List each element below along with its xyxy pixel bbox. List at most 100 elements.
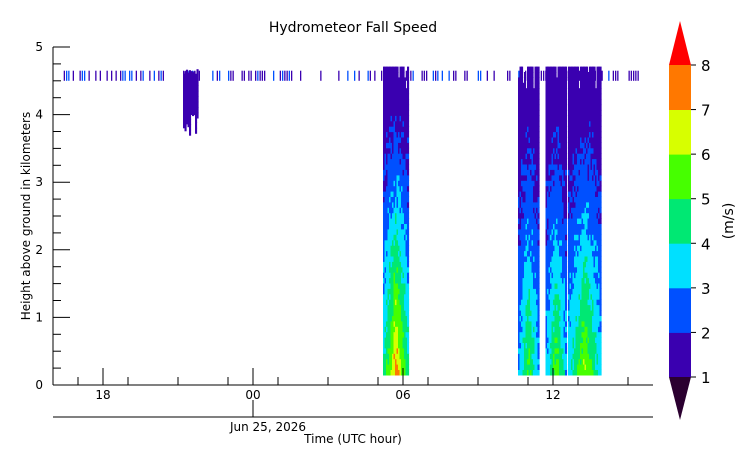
echo-cell xyxy=(551,266,554,273)
echo-cell xyxy=(387,310,390,316)
echo-cell xyxy=(554,120,557,127)
echo-cell xyxy=(398,310,401,316)
echo-cell xyxy=(525,191,528,197)
echo-cell xyxy=(553,255,556,262)
echo-cell xyxy=(518,347,521,354)
echo-cell xyxy=(587,353,590,360)
echo-cell xyxy=(399,218,402,224)
echo-cell xyxy=(596,191,599,197)
echo-cell xyxy=(598,180,601,187)
echo-cell xyxy=(574,185,577,192)
echo-cell xyxy=(548,115,551,122)
echo-cell xyxy=(401,82,404,89)
echo-cell xyxy=(581,326,584,333)
echo-cell xyxy=(525,104,528,111)
echo-cell xyxy=(537,261,540,268)
echo-cell xyxy=(589,369,592,376)
echo-cell xyxy=(587,266,590,273)
echo-cell xyxy=(557,288,560,295)
echo-cell xyxy=(525,337,528,343)
echo-cell xyxy=(593,245,596,252)
echo-cell xyxy=(521,109,524,116)
echo-cell xyxy=(598,142,601,149)
echo-cell xyxy=(548,120,551,127)
echo-cell xyxy=(580,142,583,149)
echo-cell xyxy=(593,277,596,284)
echo-cell xyxy=(519,88,522,95)
band-cell xyxy=(410,70,412,81)
echo-cell xyxy=(578,342,581,349)
echo-cell xyxy=(399,250,402,257)
echo-cell xyxy=(387,326,390,333)
echo-cell xyxy=(524,72,527,78)
echo-cell xyxy=(537,131,540,138)
echo-cell xyxy=(390,66,393,73)
echo-cell xyxy=(583,255,586,262)
echo-cell xyxy=(519,234,522,241)
echo-cell xyxy=(598,310,601,316)
echo-cell xyxy=(527,364,530,370)
echo-cell xyxy=(186,102,189,109)
echo-cell xyxy=(393,272,396,279)
echo-cell xyxy=(518,326,521,333)
echo-cell xyxy=(560,153,563,160)
echo-cell xyxy=(548,77,551,84)
echo-cell xyxy=(550,234,553,241)
echo-cell xyxy=(407,201,410,208)
echo-cell xyxy=(563,142,566,149)
echo-cell xyxy=(402,153,405,160)
echo-cell xyxy=(551,196,554,203)
echo-cell xyxy=(577,353,580,360)
echo-cell xyxy=(575,347,578,354)
echo-cell xyxy=(572,82,575,89)
echo-cell xyxy=(519,282,522,289)
echo-cell xyxy=(519,158,522,165)
echo-cell xyxy=(389,169,392,176)
echo-cell xyxy=(518,315,521,322)
echo-cell xyxy=(531,288,534,295)
echo-cell xyxy=(524,310,527,316)
echo-cell xyxy=(580,255,583,262)
echo-cell xyxy=(396,109,399,116)
echo-cell xyxy=(556,207,559,214)
echo-cell xyxy=(569,82,572,89)
echo-cell xyxy=(569,207,572,214)
echo-cell xyxy=(383,104,386,111)
band-cell xyxy=(480,70,482,81)
echo-cell xyxy=(387,347,390,354)
echo-cell xyxy=(518,180,521,187)
echo-cell xyxy=(592,304,595,311)
echo-cell xyxy=(386,315,389,322)
echo-cell xyxy=(528,288,531,295)
echo-cell xyxy=(586,358,589,365)
echo-cell xyxy=(195,84,198,91)
echo-cell xyxy=(590,142,593,149)
echo-cell xyxy=(387,288,390,295)
echo-cell xyxy=(557,174,560,181)
echo-cell xyxy=(531,293,534,300)
echo-cell xyxy=(404,331,407,338)
echo-cell xyxy=(572,315,575,322)
echo-cell xyxy=(525,364,528,370)
echo-cell xyxy=(592,342,595,349)
echo-cell xyxy=(590,261,593,268)
echo-cell xyxy=(389,191,392,197)
echo-cell xyxy=(390,250,393,257)
echo-cell xyxy=(530,293,533,300)
echo-cell xyxy=(528,272,531,279)
echo-cell xyxy=(556,180,559,187)
echo-cell xyxy=(571,180,574,187)
echo-cell xyxy=(587,310,590,316)
band-cell xyxy=(84,70,86,81)
echo-cell xyxy=(565,337,568,343)
echo-cell xyxy=(587,239,590,246)
echo-cell xyxy=(568,353,571,360)
echo-cell xyxy=(390,315,393,322)
echo-cell xyxy=(395,326,398,333)
echo-cell xyxy=(193,109,196,116)
echo-cell xyxy=(595,153,598,160)
echo-cell xyxy=(596,320,599,327)
echo-cell xyxy=(530,201,533,208)
echo-cell xyxy=(560,234,563,241)
echo-cell xyxy=(531,77,534,84)
